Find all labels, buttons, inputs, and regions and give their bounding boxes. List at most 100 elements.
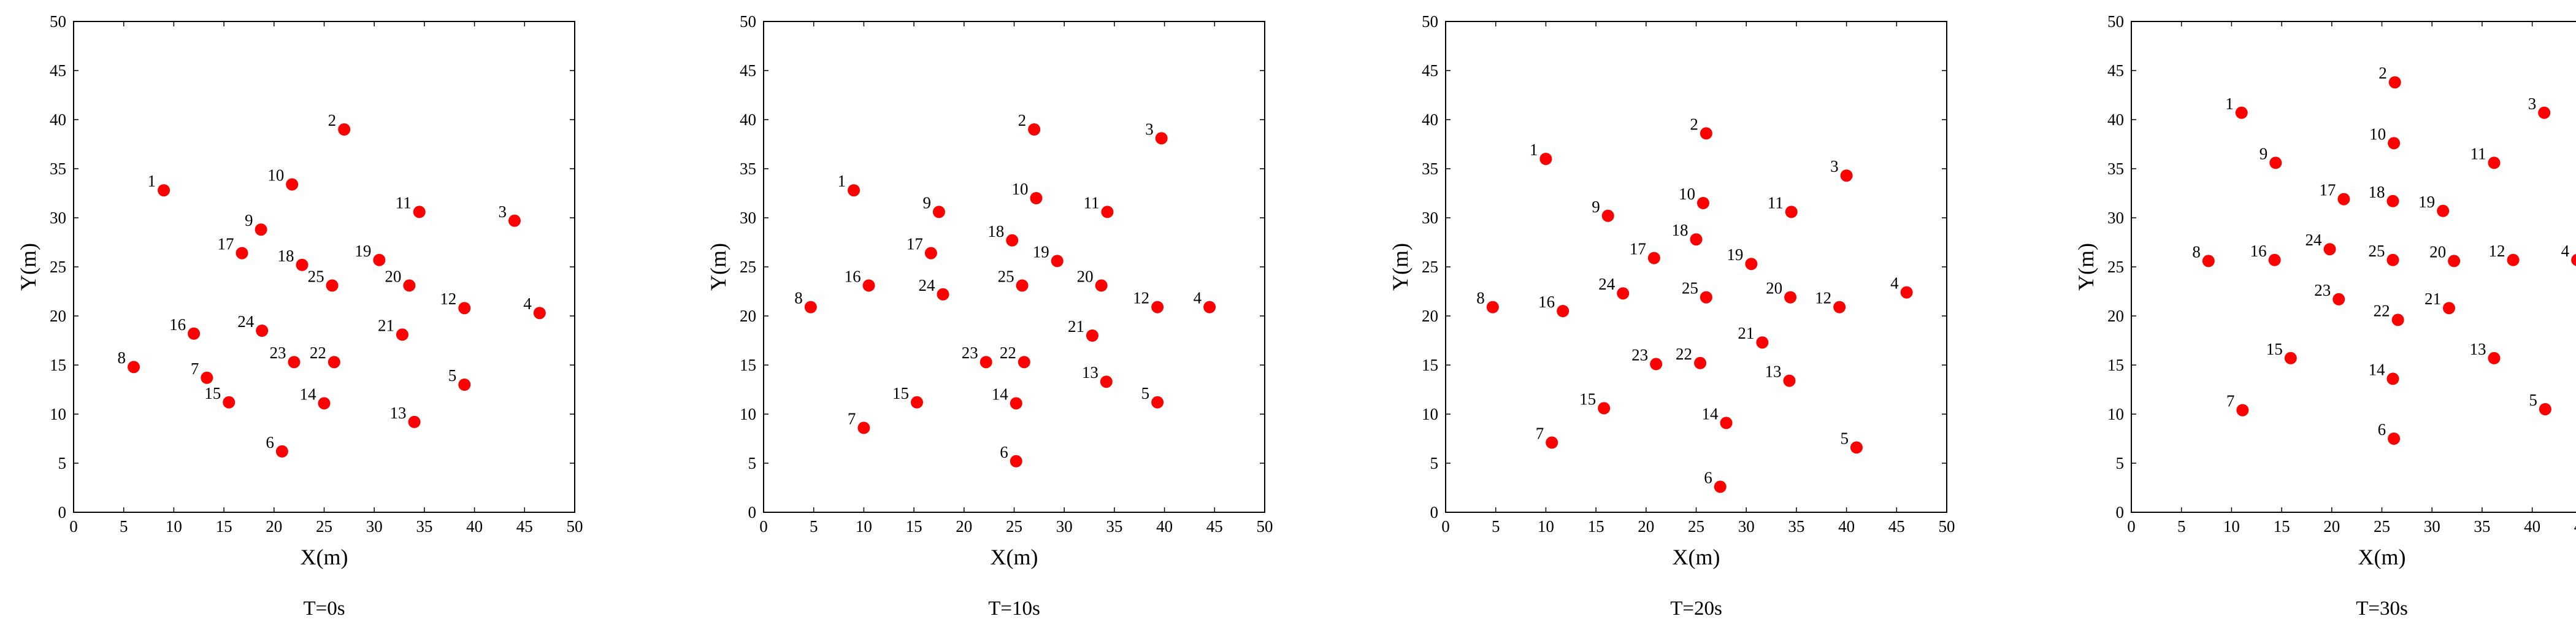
data-point-1	[158, 184, 171, 197]
data-point-5	[2539, 403, 2551, 415]
y-tick-label: 20	[2107, 307, 2124, 325]
point-label-24: 24	[918, 276, 935, 294]
data-point-7	[2236, 404, 2249, 417]
x-tick-label: 25	[2374, 517, 2390, 536]
point-label-3: 3	[498, 202, 507, 221]
y-tick-label: 50	[1422, 12, 1438, 31]
point-label-2: 2	[328, 111, 337, 129]
y-tick-label: 40	[1422, 110, 1438, 129]
y-tick-label: 25	[740, 258, 756, 276]
point-label-1: 1	[1530, 140, 1538, 159]
point-label-13: 13	[1765, 363, 1781, 381]
data-point-13	[2488, 352, 2501, 364]
data-point-17	[236, 247, 248, 260]
data-point-14	[1010, 397, 1022, 410]
chart-panel-2: 0 5 10 15 20 25 30 35 40 45 5005101520253035404550…	[706, 12, 1273, 620]
y-tick-label: 10	[2107, 405, 2124, 423]
point-label-17: 17	[218, 235, 234, 253]
x-tick-label: 50	[567, 517, 583, 536]
y-tick-label: 35	[50, 160, 66, 178]
data-point-13	[1783, 374, 1796, 387]
point-label-12: 12	[2489, 242, 2505, 260]
point-label-21: 21	[378, 316, 394, 334]
data-point-14	[318, 397, 331, 410]
point-label-3: 3	[1145, 120, 1154, 138]
point-label-6: 6	[266, 433, 274, 452]
data-point-25	[2386, 253, 2399, 266]
x-tick-label: 25	[316, 517, 332, 536]
data-point-21	[2442, 302, 2455, 315]
point-label-23: 23	[962, 344, 978, 362]
x-tick-label: 20	[2323, 517, 2340, 536]
x-tick-label: 45	[1888, 517, 1905, 536]
y-tick-label: 5	[748, 454, 757, 472]
data-point-21	[396, 328, 408, 341]
point-label-2: 2	[2379, 64, 2387, 82]
data-point-7	[857, 421, 870, 434]
point-label-11: 11	[1768, 193, 1784, 212]
y-tick-label: 30	[1422, 209, 1438, 227]
data-point-9	[932, 206, 945, 218]
point-label-20: 20	[1077, 267, 1094, 285]
data-point-24	[2323, 243, 2336, 256]
point-label-19: 19	[1727, 245, 1743, 264]
data-point-9	[255, 223, 267, 236]
point-label-24: 24	[237, 312, 255, 331]
data-point-11	[413, 206, 426, 218]
data-point-25	[1016, 279, 1029, 292]
data-point-10	[2388, 137, 2401, 150]
data-point-4	[1203, 301, 1216, 314]
y-axis-label: Y(m)	[2074, 243, 2098, 291]
data-point-25	[326, 279, 339, 292]
x-tick-label: 0	[1441, 517, 1450, 536]
point-label-16: 16	[1538, 293, 1555, 311]
data-point-17	[924, 247, 937, 260]
point-label-21: 21	[1738, 324, 1754, 342]
data-point-4	[2571, 254, 2576, 266]
y-tick-label: 10	[740, 405, 756, 423]
data-point-19	[2437, 204, 2450, 217]
x-tick-label: 45	[2574, 517, 2576, 536]
x-tick-label: 35	[1788, 517, 1804, 536]
data-point-12	[1833, 301, 1846, 314]
data-point-13	[1100, 375, 1113, 388]
y-tick-label: 5	[2116, 454, 2125, 472]
x-tick-label: 40	[1156, 517, 1173, 536]
data-point-6	[2388, 433, 2401, 445]
y-tick-label: 35	[740, 160, 756, 178]
data-point-19	[1745, 258, 1758, 271]
data-point-8	[128, 361, 140, 374]
x-tick-label: 35	[1106, 517, 1122, 536]
data-point-15	[2284, 352, 2297, 364]
y-tick-label: 25	[2107, 258, 2124, 276]
point-label-24: 24	[2306, 231, 2323, 249]
point-label-13: 13	[1082, 363, 1098, 382]
point-label-5: 5	[2529, 391, 2537, 409]
data-point-24	[937, 288, 949, 301]
data-point-12	[458, 302, 471, 315]
point-label-20: 20	[385, 267, 401, 285]
x-tick-label: 5	[2177, 517, 2186, 536]
y-tick-label: 10	[1422, 405, 1438, 423]
point-label-15: 15	[1579, 390, 1596, 408]
y-tick-label: 20	[740, 307, 756, 325]
point-label-25: 25	[308, 267, 324, 285]
point-label-15: 15	[204, 384, 221, 402]
x-tick-label: 5	[120, 517, 128, 536]
x-tick-label: 15	[216, 517, 232, 536]
x-tick-label: 20	[956, 517, 972, 536]
y-tick-label: 45	[1422, 61, 1438, 80]
point-label-24: 24	[1598, 275, 1616, 293]
point-label-14: 14	[992, 385, 1009, 403]
data-point-19	[1051, 255, 1064, 267]
data-point-1	[2235, 106, 2248, 119]
data-point-22	[2391, 314, 2404, 326]
data-point-2	[1028, 123, 1041, 136]
data-point-1	[848, 184, 861, 197]
data-point-2	[338, 123, 351, 136]
point-label-12: 12	[1133, 289, 1149, 307]
point-label-14: 14	[1702, 404, 1719, 423]
y-tick-label: 15	[1422, 356, 1438, 374]
data-point-3	[1155, 132, 1168, 145]
point-label-8: 8	[118, 348, 126, 367]
